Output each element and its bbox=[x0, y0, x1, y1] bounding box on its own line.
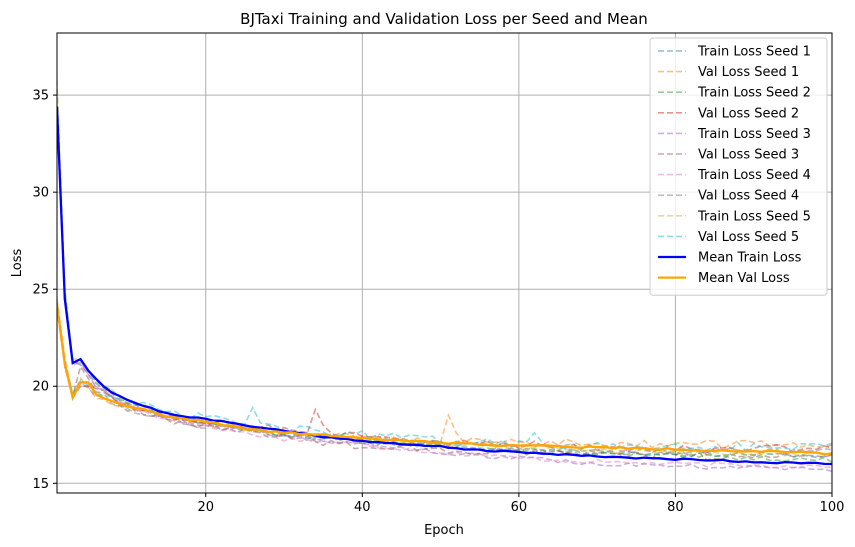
x-tick-label: 80 bbox=[667, 500, 684, 515]
legend-label: Val Loss Seed 1 bbox=[698, 65, 799, 80]
y-tick-label: 30 bbox=[32, 186, 49, 201]
plot-frame bbox=[56, 32, 833, 494]
legend: Train Loss Seed 1 Val Loss Seed 1 Train Lo… bbox=[649, 37, 828, 296]
legend-label: Mean Val Loss bbox=[698, 271, 790, 286]
legend-label: Val Loss Seed 3 bbox=[698, 148, 799, 163]
legend-label: Train Loss Seed 3 bbox=[697, 127, 811, 142]
legend-label: Train Loss Seed 2 bbox=[697, 86, 811, 101]
legend-label: Train Loss Seed 1 bbox=[697, 45, 811, 60]
legend-label: Val Loss Seed 2 bbox=[698, 106, 799, 121]
series-line-val-loss-seed-1 bbox=[57, 298, 832, 450]
x-tick-label: 40 bbox=[354, 500, 371, 515]
series-line-mean-train-loss bbox=[57, 106, 832, 466]
y-axis-label: Loss bbox=[10, 249, 25, 278]
y-tick-label: 15 bbox=[32, 477, 49, 492]
legend-label: Train Loss Seed 4 bbox=[697, 168, 811, 183]
legend-label: Train Loss Seed 5 bbox=[697, 209, 811, 224]
legend-label: Val Loss Seed 4 bbox=[698, 189, 799, 204]
x-axis-label: Epoch bbox=[424, 523, 464, 538]
x-tick-label: 20 bbox=[197, 500, 214, 515]
series-line-val-loss-seed-3 bbox=[57, 302, 832, 461]
series-line-mean-val-loss bbox=[57, 304, 832, 456]
x-tick-label: 60 bbox=[511, 500, 528, 515]
axis-ticks: 20 40 60 80 100 15 20 25 30 35 bbox=[32, 89, 844, 515]
x-tick-label: 100 bbox=[820, 500, 845, 515]
y-tick-label: 25 bbox=[32, 283, 49, 298]
series-lines bbox=[57, 79, 832, 473]
chart-title: BJTaxi Training and Validation Loss per … bbox=[240, 10, 648, 28]
legend-box bbox=[649, 37, 828, 296]
y-tick-label: 35 bbox=[32, 89, 49, 104]
legend-label: Mean Train Loss bbox=[698, 251, 802, 266]
y-tick-label: 20 bbox=[32, 380, 49, 395]
legend-label: Val Loss Seed 5 bbox=[698, 230, 799, 245]
